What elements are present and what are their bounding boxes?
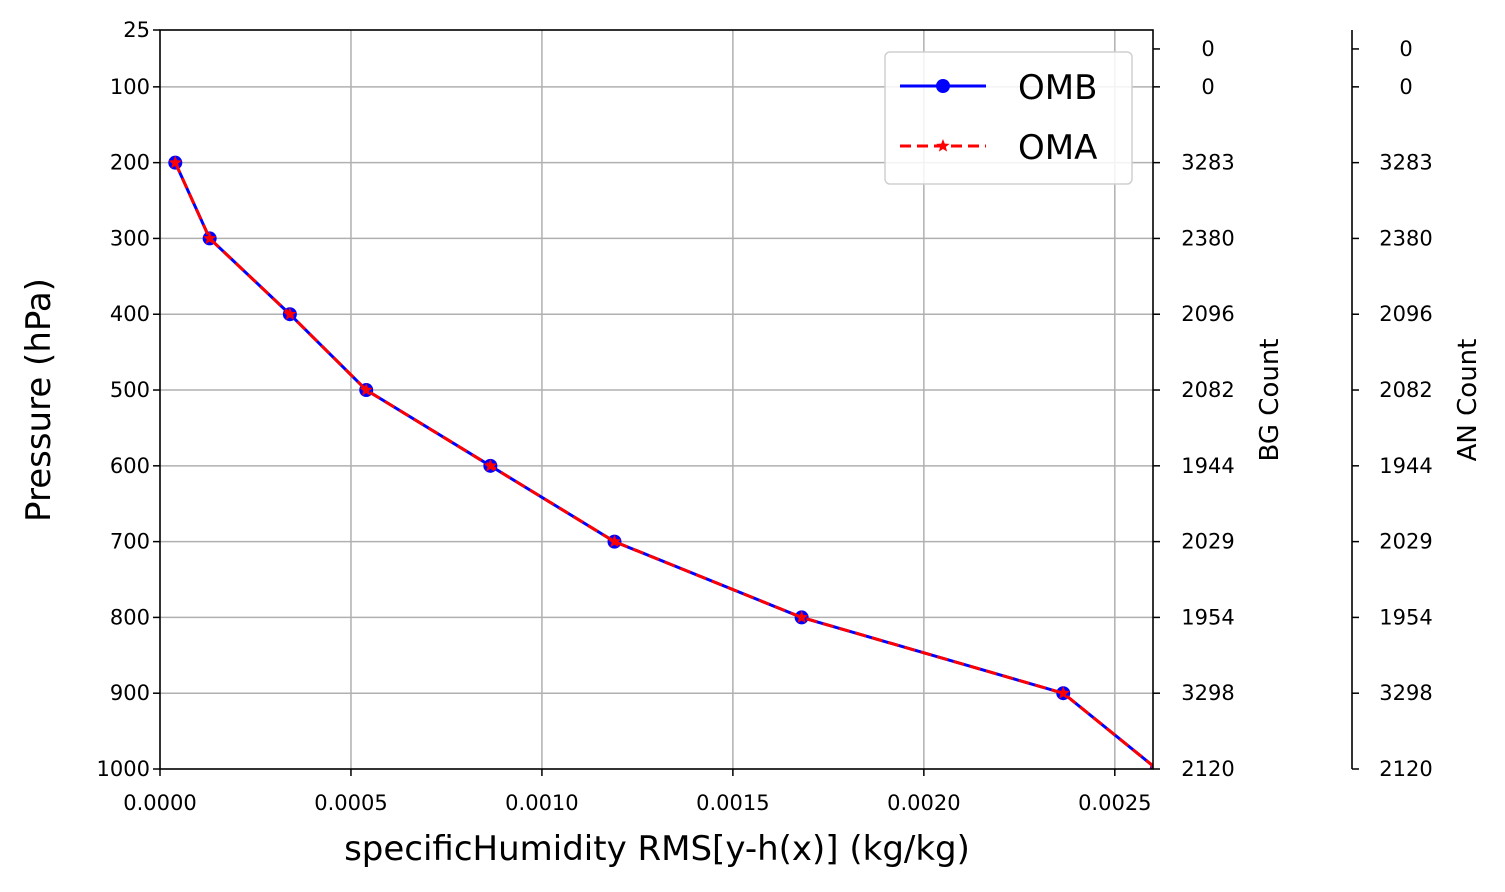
- an-count-axis: 0 0 3283 2380 2096 2082 1944 2029 1954 3298 2120: [1351, 30, 1433, 781]
- oma-point: [1056, 686, 1070, 699]
- an-count-label-tick: 2120: [1379, 757, 1432, 781]
- legend: OMB OMA: [884, 51, 1133, 185]
- oma-point: [607, 534, 622, 548]
- an-count-label: AN Count: [1453, 339, 1483, 462]
- bg-count-label-tick: 2082: [1181, 378, 1234, 402]
- oma-point: [202, 231, 217, 245]
- an-count-label-tick: 2380: [1379, 226, 1432, 250]
- y-tick-label: 100: [110, 75, 150, 99]
- bg-count-label-tick: 0: [1201, 75, 1214, 99]
- bg-count-label-tick: 1954: [1181, 605, 1234, 629]
- y-tick-label: 900: [110, 681, 150, 705]
- bg-count-axis: 0 0 3283 2380 2096 2082 1944 2029 1954 3298 2120: [1153, 37, 1235, 781]
- bg-count-label-tick: 3283: [1181, 151, 1234, 175]
- oma-point: [283, 307, 297, 320]
- legend-omb-label: OMB: [1018, 68, 1097, 108]
- y-tick-label: 800: [110, 605, 150, 629]
- plot-frame: [159, 29, 1154, 770]
- y-axis-label: Pressure (hPa): [19, 278, 59, 522]
- bg-count-label-tick: 2380: [1181, 226, 1234, 250]
- x-tick-label: 0.0025: [1078, 791, 1151, 815]
- x-tick-label: 0.0005: [314, 791, 387, 815]
- y-tick-label: 300: [110, 226, 150, 250]
- an-count-label-tick: 1954: [1379, 605, 1432, 629]
- bg-count-label-tick: 1944: [1181, 454, 1234, 478]
- oma-point: [359, 383, 373, 396]
- an-count-label-tick: 1944: [1379, 454, 1432, 478]
- legend-oma-marker: [936, 139, 950, 152]
- y-tick-label: 200: [110, 151, 150, 175]
- bg-count-label-tick: 2029: [1181, 530, 1234, 554]
- x-tick-label: 0.0010: [505, 791, 578, 815]
- an-count-label-tick: 2096: [1379, 302, 1432, 326]
- oma-point: [483, 458, 498, 472]
- x-tick-label: 0.0000: [123, 791, 196, 815]
- bg-count-label-tick: 0: [1201, 37, 1214, 61]
- an-count-label-tick: 2029: [1379, 530, 1432, 554]
- an-count-label-tick: 0: [1399, 75, 1412, 99]
- x-axis-label: specificHumidity RMS[y-h(x)] (kg/kg): [344, 829, 970, 869]
- legend-oma-label: OMA: [1018, 128, 1097, 168]
- an-count-label-tick: 2082: [1379, 378, 1432, 402]
- y-tick-label: 600: [110, 454, 150, 478]
- y-tick-label: 25: [123, 18, 150, 42]
- data-series: [168, 155, 1153, 769]
- grid-lines: [160, 30, 1153, 769]
- y-tick-label: 700: [110, 530, 150, 554]
- oma-point: [168, 155, 182, 169]
- x-tick-label: 0.0020: [887, 791, 960, 815]
- y-tick-label: 500: [110, 378, 150, 402]
- x-tick-label: 0.0015: [696, 791, 769, 815]
- x-axis-ticks: 0.0000 0.0005 0.0010 0.0015 0.0020 0.0025: [123, 769, 1152, 815]
- y-tick-label: 400: [110, 302, 150, 326]
- an-count-label-tick: 3283: [1379, 151, 1432, 175]
- bg-count-label-tick: 2120: [1181, 757, 1234, 781]
- an-count-label-tick: 0: [1399, 37, 1412, 61]
- legend-omb-marker: [936, 79, 950, 93]
- bg-count-label-tick: 2096: [1181, 302, 1234, 326]
- y-tick-label: 1000: [97, 757, 150, 781]
- oma-point: [794, 610, 809, 624]
- bg-count-label-tick: 3298: [1181, 681, 1234, 705]
- an-count-label-tick: 3298: [1379, 681, 1432, 705]
- bg-count-label: BG Count: [1255, 338, 1285, 461]
- y-axis-ticks: 25 100 200 300 400 500 600 700 800 900 1000: [97, 18, 160, 781]
